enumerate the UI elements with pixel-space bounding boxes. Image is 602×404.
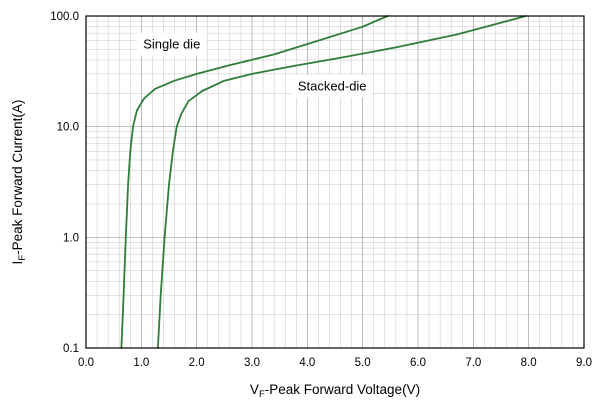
- x-tick-label: 0.0: [78, 357, 94, 369]
- x-tick-label: 9.0: [576, 357, 592, 369]
- x-axis-label-rest: -Peak Forward Voltage(V): [265, 382, 420, 397]
- x-tick-label: 5.0: [355, 357, 371, 369]
- x-tick-label: 1.0: [133, 357, 149, 369]
- x-axis-label-main: V: [250, 382, 259, 397]
- x-tick-label: 2.0: [189, 357, 205, 369]
- annotation-label: Single die: [143, 37, 200, 52]
- plot-area-frame: [85, 15, 585, 349]
- x-tick-label: 7.0: [465, 357, 481, 369]
- annotation-background: [137, 32, 207, 56]
- y-axis-label-subscript: F: [17, 255, 28, 261]
- series-group: [120, 15, 527, 349]
- y-axis-label-rest: -Peak Forward Current(A): [10, 100, 25, 255]
- annotation-single-die: Single die: [137, 32, 207, 56]
- y-tick-label: 100.0: [50, 11, 79, 23]
- annotation-background: [291, 74, 373, 98]
- annotation-label: Stacked-die: [298, 79, 367, 94]
- x-tick-label: 6.0: [410, 357, 426, 369]
- y-axis-ticks: 0.1 1.0 10.0 100.0: [50, 11, 79, 355]
- annotation-stacked-die: Stacked-die: [291, 74, 373, 98]
- chart-grid: [86, 16, 584, 348]
- x-axis-label-subscript: F: [259, 389, 265, 400]
- series-line-single-die: [120, 15, 389, 349]
- x-axis-label: VF-Peak Forward Voltage(V): [250, 382, 420, 400]
- annotations: Single die Stacked-die: [137, 32, 373, 98]
- y-axis-label-main: I: [10, 261, 25, 265]
- y-axis-label: IF-Peak Forward Current(A): [10, 100, 28, 265]
- y-tick-label: 0.1: [63, 343, 79, 355]
- y-tick-label: 10.0: [57, 122, 79, 134]
- series-line-stacked-die: [156, 15, 527, 349]
- x-tick-label: 4.0: [299, 357, 315, 369]
- x-axis-ticks: 0.0 1.0 2.0 3.0 4.0 5.0 6.0 7.0 8.0 9.0: [78, 357, 592, 369]
- x-tick-label: 8.0: [521, 357, 537, 369]
- x-tick-label: 3.0: [244, 357, 260, 369]
- y-tick-label: 1.0: [63, 232, 79, 244]
